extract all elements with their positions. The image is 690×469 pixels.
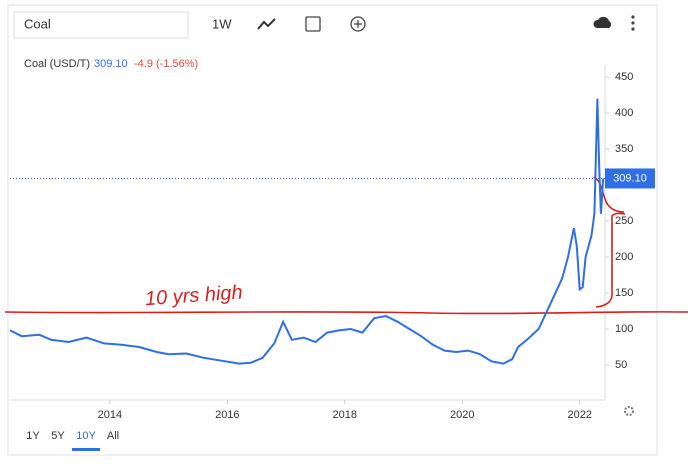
range-button[interactable]: All <box>107 430 119 442</box>
y-tick-label: 250 <box>615 215 633 227</box>
y-tick-label: 450 <box>615 71 633 83</box>
x-tick-label: 2016 <box>215 409 239 421</box>
search-box[interactable] <box>13 11 189 39</box>
price-line <box>9 98 605 365</box>
range-button[interactable]: 1Y <box>26 430 40 442</box>
y-tick-label: 200 <box>615 251 633 263</box>
y-tick-label: 400 <box>615 107 633 119</box>
y-tick-label: 100 <box>615 323 633 335</box>
compare-icon[interactable] <box>350 16 366 32</box>
compare-plus <box>354 20 362 28</box>
x-tick-label: 2014 <box>98 409 122 421</box>
y-tick-label: 50 <box>615 359 627 371</box>
price-tag-text: 309.10 <box>613 172 647 184</box>
y-tick-label: 150 <box>615 287 633 299</box>
last-price: 309.10 <box>94 58 128 70</box>
annotation-line <box>4 311 689 315</box>
interval-button[interactable]: 1W <box>212 16 232 31</box>
chart-type-icon[interactable] <box>257 18 276 30</box>
panel <box>7 4 658 456</box>
calendar-icon[interactable] <box>305 16 321 32</box>
range-button[interactable]: 10Y <box>76 430 96 442</box>
x-tick-label: 2022 <box>568 409 592 421</box>
x-tick-label: 2020 <box>450 409 474 421</box>
range-button[interactable]: 5Y <box>51 430 65 442</box>
range-underline <box>72 448 100 451</box>
settings-icon[interactable] <box>624 406 634 416</box>
download-icon[interactable] <box>593 16 612 28</box>
search-text: Coal <box>24 16 51 31</box>
x-tick-label: 2018 <box>333 409 357 421</box>
series-name: Coal (USD/T) <box>24 58 90 70</box>
menu-icon[interactable] <box>631 15 635 31</box>
y-tick-label: 350 <box>615 143 633 155</box>
price-tag <box>605 168 655 189</box>
price-change: -4.9 (-1.56%) <box>134 58 198 70</box>
